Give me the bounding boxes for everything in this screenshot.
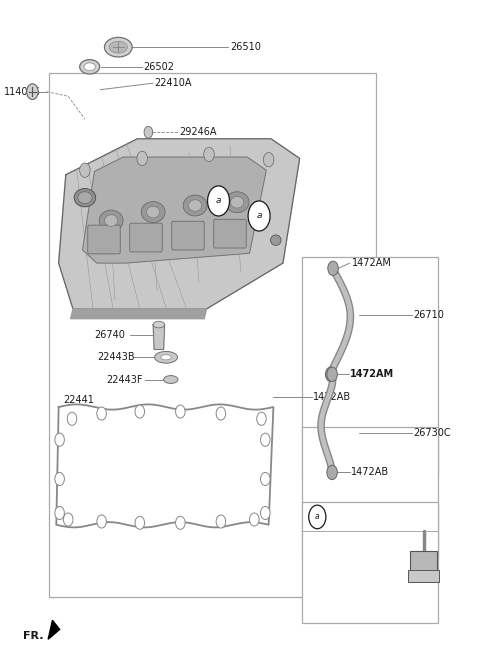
Text: a: a <box>256 212 262 221</box>
Circle shape <box>207 186 229 216</box>
Circle shape <box>261 507 270 520</box>
Polygon shape <box>71 309 206 319</box>
FancyBboxPatch shape <box>214 219 246 248</box>
Text: 22410A: 22410A <box>154 78 192 88</box>
Ellipse shape <box>146 206 160 218</box>
Circle shape <box>216 407 226 420</box>
Ellipse shape <box>99 210 123 231</box>
Circle shape <box>97 515 107 528</box>
FancyBboxPatch shape <box>88 225 120 254</box>
Text: 29246A: 29246A <box>179 127 216 137</box>
Ellipse shape <box>271 235 281 246</box>
Polygon shape <box>59 139 300 309</box>
Circle shape <box>309 505 326 529</box>
Bar <box>49 74 376 597</box>
Circle shape <box>248 201 270 231</box>
Text: 1140FY: 1140FY <box>312 540 345 549</box>
Circle shape <box>144 126 153 138</box>
Circle shape <box>176 405 185 418</box>
Text: 1472AB: 1472AB <box>351 467 389 478</box>
Ellipse shape <box>225 192 249 213</box>
Ellipse shape <box>105 37 132 57</box>
Text: a: a <box>315 512 320 522</box>
Polygon shape <box>153 325 165 350</box>
Text: 1472AM: 1472AM <box>352 258 392 268</box>
Text: FR.: FR. <box>23 631 43 641</box>
Bar <box>302 426 438 558</box>
Circle shape <box>63 513 73 526</box>
Ellipse shape <box>164 376 178 384</box>
Circle shape <box>327 465 337 480</box>
Circle shape <box>135 405 144 418</box>
Bar <box>302 256 438 476</box>
Text: 1472AB: 1472AB <box>313 392 351 402</box>
Ellipse shape <box>80 60 100 74</box>
FancyBboxPatch shape <box>172 221 204 250</box>
Text: 39310H: 39310H <box>312 570 347 578</box>
Circle shape <box>67 412 77 425</box>
Text: 22443B: 22443B <box>97 352 134 362</box>
Text: 26502: 26502 <box>144 62 175 72</box>
Ellipse shape <box>78 192 92 204</box>
Text: 1472AM: 1472AM <box>350 369 394 379</box>
Circle shape <box>27 84 38 99</box>
Text: 26730C: 26730C <box>413 428 450 438</box>
Ellipse shape <box>153 321 165 328</box>
Circle shape <box>264 152 274 167</box>
Circle shape <box>176 516 185 530</box>
Circle shape <box>55 433 64 446</box>
Text: 26710: 26710 <box>413 310 444 321</box>
Circle shape <box>261 433 270 446</box>
Circle shape <box>135 516 144 530</box>
Ellipse shape <box>155 351 178 363</box>
Circle shape <box>216 515 226 528</box>
Ellipse shape <box>161 355 171 360</box>
Circle shape <box>261 472 270 486</box>
Polygon shape <box>83 157 266 263</box>
Circle shape <box>250 513 259 526</box>
Ellipse shape <box>189 200 202 212</box>
Circle shape <box>325 367 336 382</box>
Ellipse shape <box>74 189 96 207</box>
Text: 26510: 26510 <box>230 42 261 52</box>
Text: 22441: 22441 <box>63 396 94 405</box>
Ellipse shape <box>230 196 244 208</box>
Bar <box>302 502 438 623</box>
Text: 22443F: 22443F <box>107 374 143 384</box>
Ellipse shape <box>109 41 127 53</box>
Circle shape <box>204 147 214 162</box>
Circle shape <box>137 151 147 166</box>
Text: 1140ES: 1140ES <box>4 87 40 97</box>
Text: 26740: 26740 <box>95 330 125 340</box>
FancyBboxPatch shape <box>130 223 162 252</box>
FancyBboxPatch shape <box>410 551 437 576</box>
Text: a: a <box>216 196 221 206</box>
Circle shape <box>80 163 90 177</box>
Circle shape <box>327 367 337 382</box>
Circle shape <box>97 407 107 420</box>
Ellipse shape <box>183 195 207 216</box>
Ellipse shape <box>105 215 118 226</box>
Polygon shape <box>48 620 60 639</box>
Circle shape <box>328 261 338 275</box>
Ellipse shape <box>84 63 96 71</box>
Circle shape <box>55 472 64 486</box>
FancyBboxPatch shape <box>408 570 439 581</box>
Circle shape <box>257 412 266 425</box>
Circle shape <box>55 507 64 520</box>
Ellipse shape <box>141 202 165 223</box>
